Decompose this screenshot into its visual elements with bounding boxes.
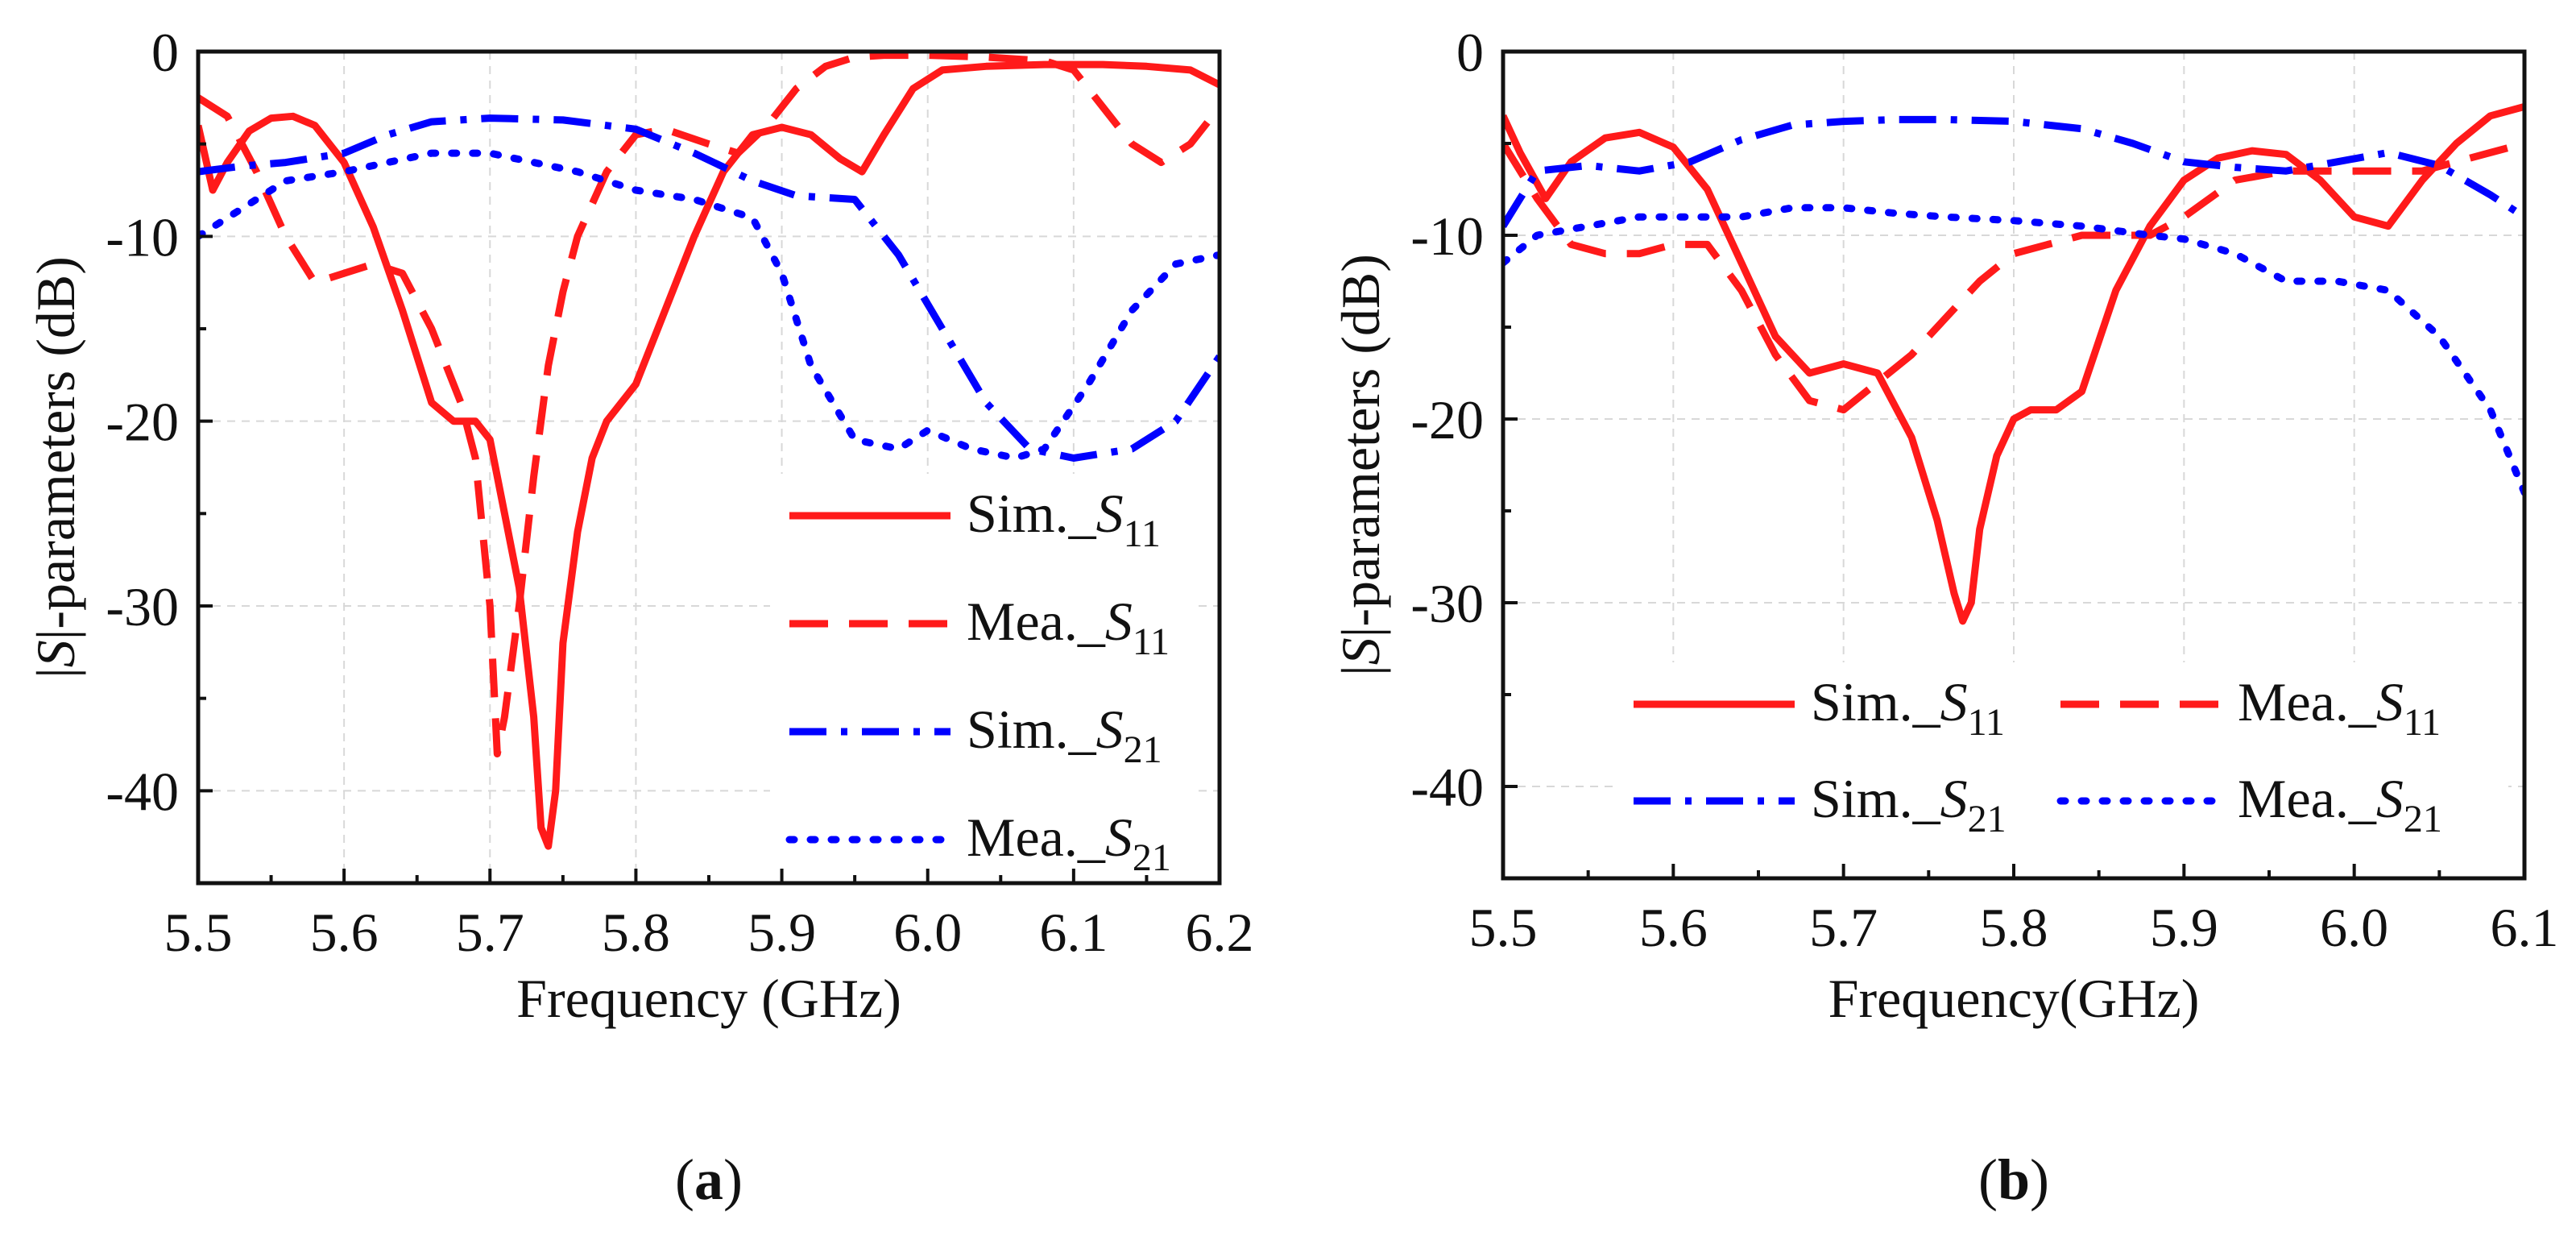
x-tick-label: 5.6 [310,902,379,963]
series-line-sim-s21 [198,114,1220,462]
x-tick-label: 5.6 [1639,897,1708,958]
x-tick-label: 6.2 [1186,902,1254,963]
legend-entry-label: Mea._S11 [2238,671,2441,744]
series-group [198,52,1220,850]
y-axis-title: |S|-parameters (dB) [1330,254,1391,676]
y-tick-label: -20 [1410,389,1484,450]
y-tick-label: -20 [106,392,179,453]
legend-entry-label: Sim._S11 [967,483,1161,555]
legend: Sim._S11 Mea._S11 Sim._S21 Mea._S21 [1614,662,2508,872]
series-line-sim-s11 [198,60,1220,850]
legend-entry-label: Sim._S21 [1811,768,2007,840]
panel-caption: (a) [675,1147,743,1212]
legend-background [770,474,1195,922]
legend-entry-label: Mea._S11 [967,591,1170,663]
x-tick-label: 5.8 [1980,897,2048,958]
x-axis-title: Frequency(GHz) [1828,968,2200,1029]
x-tick-label: 6.0 [893,902,962,963]
x-tick-label: 5.9 [748,902,816,963]
series-line-mea-s21 [198,149,1220,462]
y-tick-label: -40 [1410,757,1484,818]
legend-entry-label: Sim._S11 [1811,671,2005,744]
x-tick-label: 5.5 [164,902,233,963]
x-tick-label: 6.1 [1039,902,1108,963]
y-axis-title: |S|-parameters (dB) [25,256,86,678]
x-tick-label: 5.7 [456,902,524,963]
y-tick-label: -30 [106,576,179,637]
x-tick-label: 6.0 [2320,897,2388,958]
legend-entry-label: Mea._S21 [967,807,1171,879]
series-group [1503,103,2524,625]
y-tick-label: -10 [106,206,179,268]
axes: 5.5 5.6 5.7 5.8 5.9 6.0 6.1 0 -10 -20 -30 -40 [1410,22,2558,958]
x-tick-label: 5.9 [2150,897,2218,958]
x-axis-title: Frequency (GHz) [516,968,901,1029]
x-tick-label: 5.5 [1469,897,1538,958]
y-tick-label: -10 [1410,205,1484,267]
y-tick-label: -30 [1410,573,1484,634]
x-tick-label: 6.1 [2491,897,2559,958]
series-line-mea-s11 [1503,139,2524,414]
y-tick-label: 0 [1456,22,1484,83]
legend-background [1614,662,2508,872]
x-tick-label: 5.7 [1809,897,1878,958]
legend-entry-label: Sim._S21 [967,699,1162,771]
series-line-sim-s11 [1503,103,2524,625]
axes: 5.5 5.6 5.7 5.8 5.9 6.0 6.1 6.2 0 -10 -20 -30 -40 [106,22,1253,963]
legend: Sim._S11 Mea._S11 Sim._S21 Mea._S21 [770,474,1195,922]
y-tick-label: 0 [151,22,179,83]
x-tick-label: 5.8 [602,902,670,963]
legend-entry-label: Mea._S21 [2238,768,2442,840]
panel-caption: (b) [1978,1147,2049,1212]
y-tick-label: -40 [106,761,179,822]
series-line-mea-s21 [1503,204,2524,496]
